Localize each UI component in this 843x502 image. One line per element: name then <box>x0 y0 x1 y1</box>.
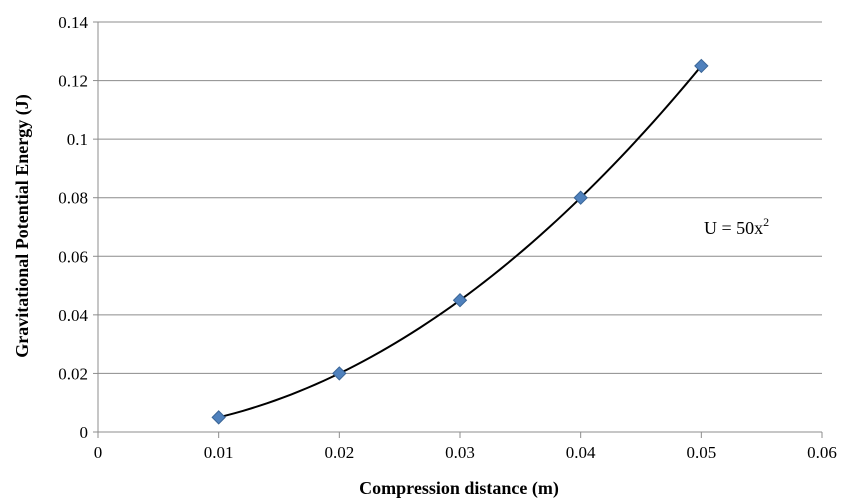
x-tick-labels: 0 0.01 0.02 0.03 0.04 0.05 0.06 <box>94 443 837 462</box>
y-tick-label: 0.1 <box>67 130 88 149</box>
x-tick-label: 0.02 <box>324 443 354 462</box>
y-tick-label: 0.02 <box>58 364 88 383</box>
y-tick-label: 0.12 <box>58 72 88 91</box>
x-tick-label: 0.05 <box>686 443 716 462</box>
x-tick-label: 0.01 <box>204 443 234 462</box>
y-tick-label: 0.08 <box>58 189 88 208</box>
data-point <box>332 366 347 381</box>
axes <box>93 21 823 438</box>
x-tick-label: 0.04 <box>566 443 596 462</box>
y-tick-label: 0.14 <box>58 13 88 32</box>
data-point <box>452 293 468 308</box>
y-tick-label: 0.04 <box>58 306 88 325</box>
data-points <box>211 58 709 425</box>
trendline-layer <box>218 65 703 419</box>
x-tick-label: 0 <box>94 443 103 462</box>
y-tick-label: 0 <box>80 423 89 442</box>
x-axis-title: Compression distance (m) <box>359 478 559 499</box>
data-point <box>573 190 588 205</box>
y-axis-title: Gravitational Potential Energy (J) <box>12 94 33 357</box>
x-tick-label: 0.06 <box>807 443 837 462</box>
trendline <box>218 65 703 419</box>
data-point <box>694 58 709 74</box>
grid-lines <box>98 21 822 374</box>
equation-superscript: 2 <box>763 215 769 229</box>
x-tick-label: 0.03 <box>445 443 475 462</box>
equation-annotation: U = 50x2 <box>704 215 769 238</box>
y-tick-label: 0.06 <box>58 247 88 266</box>
data-point <box>211 410 226 425</box>
equation-text: U = 50x <box>704 218 763 238</box>
y-tick-labels: 0 0.02 0.04 0.06 0.08 0.1 0.12 0.14 <box>58 13 88 442</box>
